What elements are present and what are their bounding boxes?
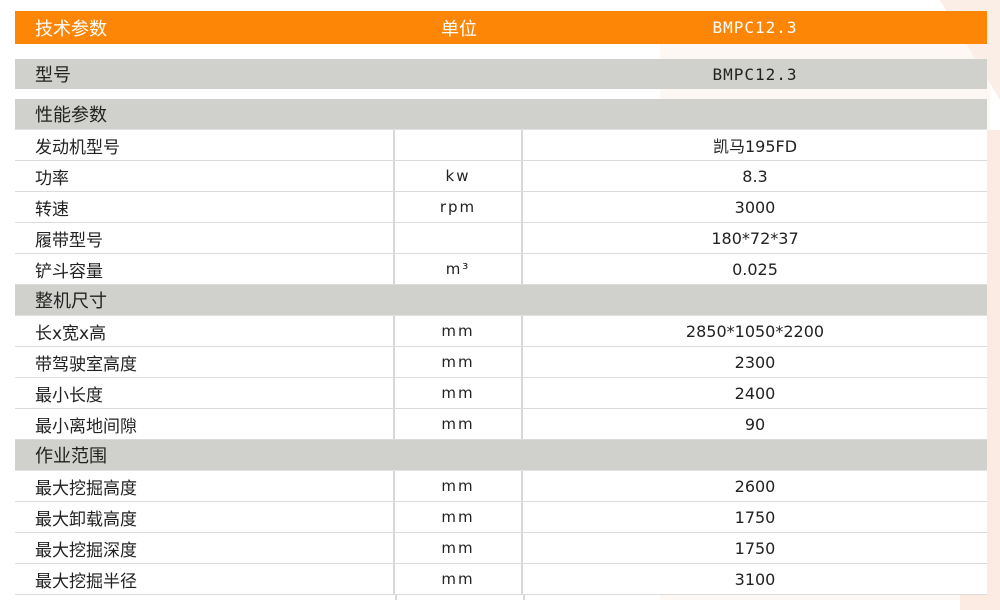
row-label: 最大挖掘深度 [15,533,395,563]
row-value: 3100 [734,569,776,589]
table-row: 最大卸载高度 mm 1750 [15,502,987,533]
row-unit: mm [395,378,523,408]
row-unit: rpm [395,192,523,222]
row-label: 铲斗容量 [15,254,395,284]
row-value: 90 [744,414,766,434]
model-value: BMPC12.3 [712,64,798,84]
table-row: 最小离地间隙 mm 90 [15,409,987,440]
section-header: 性能参数 [15,99,987,130]
row-label: 最大挖掘高度 [15,471,395,501]
row-label: 最小长度 [15,378,395,408]
row-label: 转速 [15,192,395,222]
row-value: 凯马195FD [712,137,798,156]
row-unit: mm [395,409,523,439]
row-unit: m³ [395,254,523,284]
model-label: 型号 [35,65,71,86]
row-value: 1750 [734,538,776,558]
row-label: 履带型号 [15,223,395,253]
table-row: 最小长度 mm 2400 [15,378,987,409]
row-label: 最小离地间隙 [15,409,395,439]
table-header: 技术参数 单位 BMPC12.3 [15,11,987,44]
row-value: 1750 [734,507,776,527]
table-row: 功率 kw 8.3 [15,161,987,192]
header-unit: 单位 [441,18,477,40]
row-unit: mm [395,564,523,594]
header-model: BMPC12.3 [712,18,798,37]
row-value: 0.025 [732,259,778,279]
row-unit [395,130,523,160]
row-label: 最大挖掘半径 [15,564,395,594]
header-param: 技术参数 [35,18,107,40]
section-header: 作业范围 [15,440,987,471]
table-row: 最大挖掘高度 mm 2600 [15,471,987,502]
row-label: 长x宽x高 [15,316,395,346]
spec-table: 技术参数 单位 BMPC12.3 型号 BMPC12.3 性能参数 发动机型号 凯马… [15,11,987,600]
row-unit: kw [395,161,523,191]
row-label: 带驾驶室高度 [15,347,395,377]
row-value: 3000 [734,197,776,217]
table-row: 最大挖掘半径 mm 3100 [15,564,987,595]
table-end [15,595,987,600]
row-value: 2400 [734,383,776,403]
row-value: 2850*1050*2200 [685,321,825,341]
row-unit: mm [395,533,523,563]
row-unit: mm [395,316,523,346]
row-value: 8.3 [742,166,768,186]
row-value: 180*72*37 [711,228,799,248]
row-unit [395,223,523,253]
row-unit: mm [395,502,523,532]
model-row: 型号 BMPC12.3 [15,59,987,89]
row-value: 2600 [734,476,776,496]
table-row: 最大挖掘深度 mm 1750 [15,533,987,564]
table-row: 转速 rpm 3000 [15,192,987,223]
table-row: 长x宽x高 mm 2850*1050*2200 [15,316,987,347]
row-label: 发动机型号 [15,130,395,160]
table-row: 带驾驶室高度 mm 2300 [15,347,987,378]
row-unit: mm [395,471,523,501]
table-row: 铲斗容量 m³ 0.025 [15,254,987,285]
table-row: 履带型号 180*72*37 [15,223,987,254]
row-label: 最大卸载高度 [15,502,395,532]
row-label: 功率 [15,161,395,191]
row-unit: mm [395,347,523,377]
spec-body: 性能参数 发动机型号 凯马195FD 功率 kw 8.3 转速 rpm 3000 履带型号 180*… [15,99,987,595]
section-header: 整机尺寸 [15,285,987,316]
row-value: 2300 [734,352,776,372]
table-row: 发动机型号 凯马195FD [15,130,987,161]
